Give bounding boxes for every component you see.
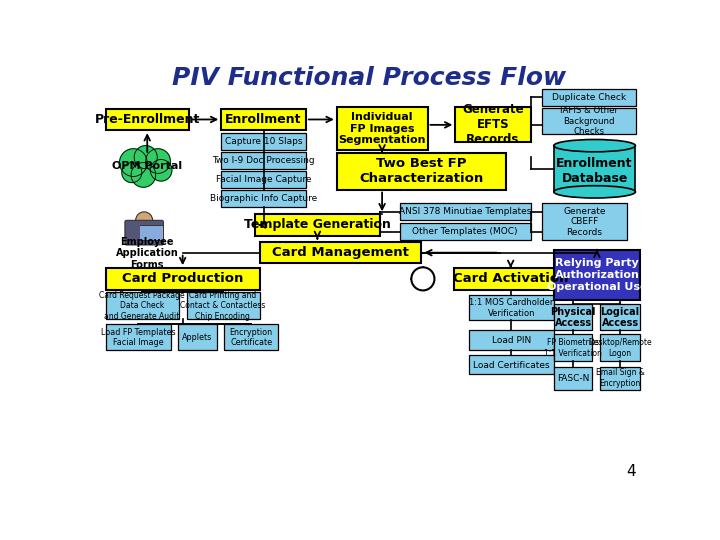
- Text: Enrollment
Database: Enrollment Database: [557, 157, 633, 185]
- Bar: [221, 171, 306, 188]
- Bar: [600, 303, 640, 330]
- Text: FASC-N: FASC-N: [557, 374, 589, 383]
- Text: Relying Party
Authorization
Operational Use: Relying Party Authorization Operational …: [546, 259, 647, 292]
- Text: Card Production: Card Production: [122, 272, 243, 285]
- Bar: [400, 204, 531, 220]
- Text: Applets: Applets: [182, 333, 212, 342]
- Text: Generate
CBEFF
Records: Generate CBEFF Records: [563, 207, 606, 237]
- Text: IAFIS & Other
Background
Checks: IAFIS & Other Background Checks: [560, 106, 618, 136]
- Text: FP Biometrics
1:1 Verification: FP Biometrics 1:1 Verification: [544, 339, 602, 358]
- Bar: [554, 367, 593, 390]
- Bar: [221, 132, 306, 150]
- Ellipse shape: [554, 139, 636, 152]
- Text: Biographic Info Capture: Biographic Info Capture: [210, 194, 317, 203]
- Bar: [600, 334, 640, 361]
- Bar: [469, 295, 554, 320]
- Text: Physical
Access: Physical Access: [550, 307, 596, 328]
- Bar: [554, 334, 593, 361]
- Text: Card Management: Card Management: [272, 246, 409, 259]
- Text: Employee
Application
Forms: Employee Application Forms: [116, 237, 179, 270]
- Text: ANSI 378 Minutiae Templates: ANSI 378 Minutiae Templates: [399, 207, 531, 217]
- Bar: [542, 204, 627, 240]
- FancyBboxPatch shape: [125, 220, 163, 245]
- Bar: [140, 226, 162, 240]
- Bar: [542, 108, 636, 134]
- Bar: [454, 268, 567, 289]
- Circle shape: [145, 148, 171, 173]
- Bar: [221, 109, 306, 130]
- Text: Encryption
Certificate: Encryption Certificate: [230, 328, 273, 347]
- Bar: [106, 109, 189, 130]
- Text: Individual
FP Images
Segmentation: Individual FP Images Segmentation: [338, 112, 426, 145]
- Text: 1:1 MOS Cardholder
Verification: 1:1 MOS Cardholder Verification: [469, 299, 554, 318]
- Text: Other Templates (MOC): Other Templates (MOC): [413, 227, 518, 237]
- Bar: [455, 107, 531, 142]
- Text: Duplicate Check: Duplicate Check: [552, 93, 626, 102]
- Bar: [140, 225, 163, 240]
- Ellipse shape: [554, 186, 636, 198]
- Text: Facial Image Capture: Facial Image Capture: [216, 175, 311, 184]
- Text: Template Generation: Template Generation: [244, 219, 391, 232]
- Bar: [554, 249, 640, 300]
- Bar: [337, 107, 428, 150]
- Bar: [469, 330, 554, 350]
- Text: Card Printing and
Contact & Contactless
Chip Encoding: Card Printing and Contact & Contactless …: [180, 291, 266, 321]
- Text: Two Best FP
Characterization: Two Best FP Characterization: [359, 157, 484, 185]
- Bar: [106, 268, 260, 289]
- Bar: [400, 224, 531, 240]
- Bar: [542, 89, 636, 106]
- Text: PIV Functional Process Flow: PIV Functional Process Flow: [172, 66, 566, 90]
- Text: Enrollment: Enrollment: [225, 113, 302, 126]
- Bar: [554, 146, 636, 192]
- Circle shape: [411, 267, 434, 291]
- Text: Email Sign &
Encryption: Email Sign & Encryption: [595, 368, 644, 388]
- Text: Two I-9 Doc Processing: Two I-9 Doc Processing: [212, 156, 315, 165]
- Bar: [106, 292, 179, 319]
- Circle shape: [135, 212, 153, 229]
- Bar: [260, 242, 421, 264]
- Text: Capture 10 Slaps: Capture 10 Slaps: [225, 137, 302, 146]
- Text: Load FP Templates
Facial Image: Load FP Templates Facial Image: [101, 328, 175, 347]
- Text: Card Request Package
Data Check
and Generate Audit: Card Request Package Data Check and Gene…: [99, 291, 184, 321]
- Bar: [554, 303, 593, 330]
- Bar: [255, 214, 379, 236]
- Bar: [224, 325, 278, 350]
- Text: Desktop/Remote
Logon: Desktop/Remote Logon: [588, 339, 652, 358]
- Text: Card Activation: Card Activation: [453, 272, 568, 285]
- Bar: [178, 325, 217, 350]
- Circle shape: [134, 146, 157, 168]
- Bar: [221, 152, 306, 168]
- Bar: [469, 355, 554, 374]
- Circle shape: [150, 159, 172, 181]
- Text: Logical
Access: Logical Access: [600, 307, 639, 328]
- Bar: [186, 292, 260, 319]
- Text: Pre-Enrollment: Pre-Enrollment: [94, 113, 200, 126]
- Bar: [600, 367, 640, 390]
- Text: Generate
EFTS
Records: Generate EFTS Records: [462, 103, 523, 146]
- Text: Load Certificates: Load Certificates: [473, 361, 550, 369]
- Bar: [106, 325, 171, 350]
- Circle shape: [120, 148, 148, 177]
- Text: 4: 4: [626, 464, 636, 479]
- Text: Load PIN: Load PIN: [492, 336, 531, 345]
- Bar: [221, 190, 306, 207]
- Circle shape: [122, 163, 142, 183]
- Text: OPM Portal: OPM Portal: [112, 161, 182, 171]
- Bar: [337, 153, 506, 190]
- Circle shape: [131, 163, 156, 187]
